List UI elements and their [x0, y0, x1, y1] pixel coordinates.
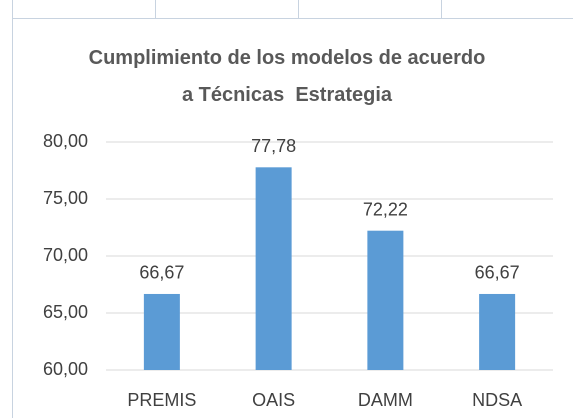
- value-label: 66,67: [475, 263, 520, 283]
- x-tick-label: OAIS: [252, 390, 295, 410]
- bar: [479, 293, 516, 370]
- value-label: 66,67: [139, 263, 184, 283]
- x-tick-label: PREMIS: [127, 390, 196, 410]
- y-tick-label: 60,00: [43, 359, 88, 379]
- sheet-cells: [12, 0, 573, 418]
- y-tick-label: 65,00: [43, 302, 88, 322]
- value-label: 77,78: [251, 136, 296, 156]
- x-tick-label: NDSA: [472, 390, 522, 410]
- bar: [367, 230, 404, 370]
- y-tick-label: 70,00: [43, 245, 88, 265]
- bar: [143, 293, 180, 370]
- y-tick-label: 75,00: [43, 188, 88, 208]
- bar: [255, 167, 292, 370]
- x-tick-label: DAMM: [358, 390, 413, 410]
- y-tick-label: 80,00: [43, 131, 88, 151]
- value-label: 72,22: [363, 199, 408, 219]
- chart-title: Cumplimiento de los modelos de acuerdo a…: [88, 47, 491, 106]
